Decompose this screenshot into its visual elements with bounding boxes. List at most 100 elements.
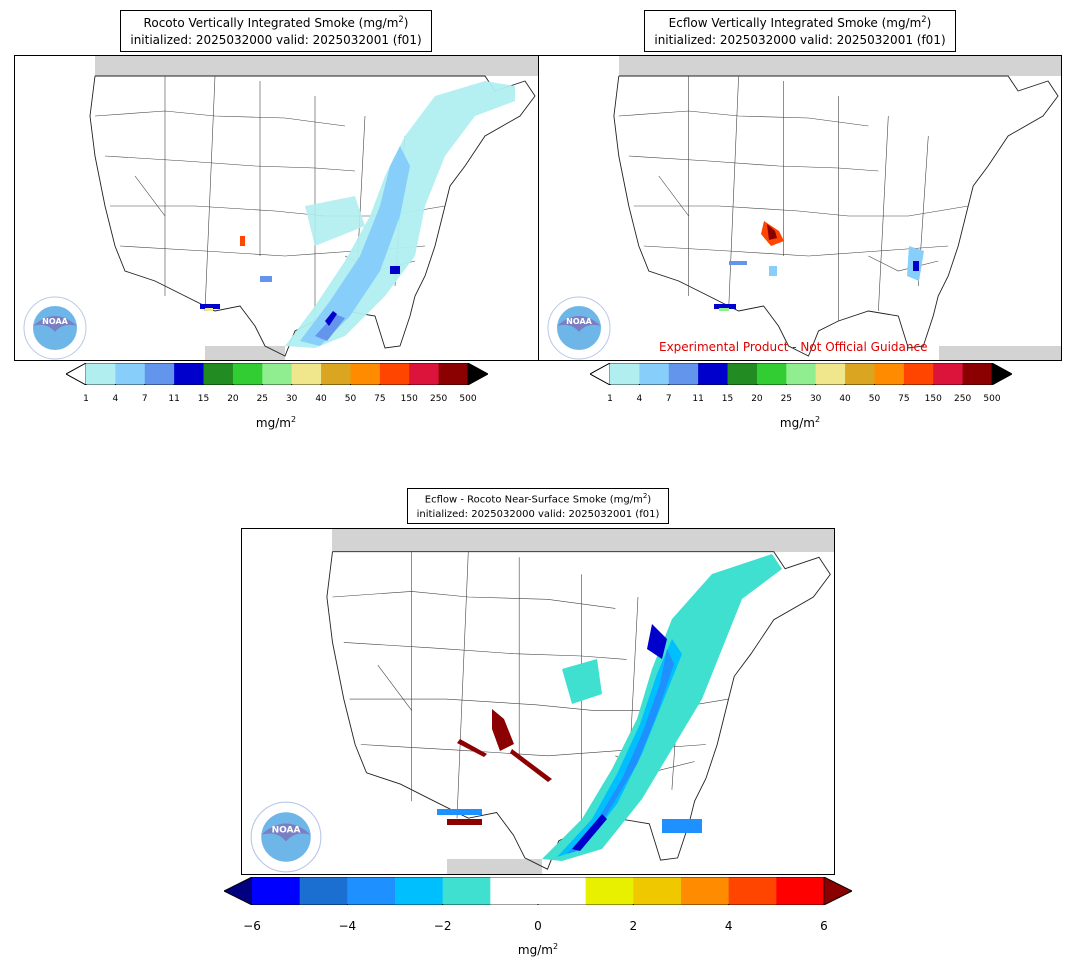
fire-spot bbox=[260, 276, 272, 282]
colorbar-swatch bbox=[321, 363, 351, 385]
ecflow-colorbar-svg bbox=[589, 362, 1013, 386]
ecflow-map: NOAA Experimental Product - Not Official… bbox=[538, 55, 1062, 361]
svg-text:NOAA: NOAA bbox=[272, 826, 301, 836]
colorbar-under-arrow bbox=[65, 362, 87, 386]
colorbar-swatch bbox=[681, 877, 730, 905]
smoke-plume-mid bbox=[300, 146, 410, 346]
colorbar-over-arrow bbox=[823, 876, 853, 906]
fire-spot bbox=[240, 236, 245, 246]
colorbar-tick-label: 4 bbox=[724, 919, 733, 933]
colorbar-swatch bbox=[610, 363, 640, 385]
colorbar-swatch bbox=[86, 363, 116, 385]
svg-text:NOAA: NOAA bbox=[42, 317, 68, 326]
difference-colorbar-ticks: −6 −4 −2 0 2 4 6 bbox=[224, 919, 852, 935]
diff-patch bbox=[662, 819, 702, 833]
fire-cluster bbox=[492, 709, 514, 751]
colorbar-swatch bbox=[144, 363, 175, 385]
ecflow-title: Ecflow Vertically Integrated Smoke (mg/m… bbox=[644, 10, 956, 52]
fire-cluster-core bbox=[767, 224, 777, 240]
smoke-core-dark bbox=[325, 311, 337, 326]
colorbar-tick-label: 11 bbox=[692, 394, 704, 404]
fire-streak bbox=[457, 739, 487, 757]
rocoto-title-line2: initialized: 2025032000 valid: 202503200… bbox=[130, 33, 422, 48]
state-border bbox=[658, 175, 689, 217]
colorbar-swatch bbox=[786, 363, 817, 385]
diff-plume-mid bbox=[557, 639, 682, 857]
state-border bbox=[633, 205, 969, 217]
us-outline bbox=[613, 75, 1059, 357]
colorbar-tick-label: −2 bbox=[433, 919, 452, 933]
difference-colorbar-unit: mg/m2 bbox=[517, 942, 559, 957]
colorbar-tick-label: 4 bbox=[636, 394, 643, 404]
diff-plume-core bbox=[572, 814, 607, 851]
state-border bbox=[204, 75, 216, 312]
rocoto-map: NOAA bbox=[14, 55, 539, 361]
rocoto-title: Rocoto Vertically Integrated Smoke (mg/m… bbox=[120, 10, 432, 52]
colorbar-swatch bbox=[174, 363, 205, 385]
difference-colorbar bbox=[223, 876, 853, 906]
colorbar-tick-label: 0 bbox=[534, 919, 542, 933]
rocoto-colorbar-ticks: 1 4 7 11 15 20 25 30 40 50 75 150 250 500 bbox=[66, 394, 488, 408]
svg-text:NOAA: NOAA bbox=[566, 317, 592, 326]
colorbar-swatch bbox=[442, 877, 491, 905]
colorbar-tick-label: 1 bbox=[607, 394, 613, 404]
canada-unmapped bbox=[619, 56, 1061, 76]
colorbar-tick-label: 25 bbox=[256, 394, 269, 404]
colorbar-tick-label: 20 bbox=[227, 394, 239, 404]
colorbar-swatch bbox=[698, 363, 729, 385]
colorbar-swatch bbox=[252, 877, 301, 905]
colorbar-swatch bbox=[728, 877, 777, 905]
colorbar-tick-label: 25 bbox=[780, 394, 793, 404]
colorbar-under-arrow bbox=[589, 362, 611, 386]
colorbar-swatch bbox=[291, 363, 322, 385]
difference-colorbar-svg bbox=[223, 876, 853, 906]
colorbar-swatch bbox=[299, 877, 348, 905]
colorbar-swatch bbox=[538, 877, 587, 905]
ecflow-map-canvas bbox=[613, 56, 1061, 360]
state-border bbox=[618, 110, 869, 127]
colorbar-tick-label: 7 bbox=[141, 394, 148, 404]
colorbar-tick-label: 15 bbox=[721, 394, 734, 404]
rocoto-title-line1: Rocoto Vertically Integrated Smoke (mg/m bbox=[143, 16, 399, 30]
rocoto-colorbar bbox=[65, 362, 489, 386]
colorbar-tick-label: 50 bbox=[868, 394, 881, 404]
colorbar-tick-label: 4 bbox=[112, 394, 119, 404]
colorbar-swatch bbox=[438, 363, 469, 385]
colorbar-under-arrow bbox=[223, 876, 253, 906]
colorbar-swatch bbox=[232, 363, 263, 385]
fire-spot bbox=[447, 819, 482, 825]
state-border bbox=[134, 175, 166, 217]
colorbar-swatch bbox=[903, 363, 934, 385]
colorbar-tick-label: 7 bbox=[665, 394, 672, 404]
colorbar-swatch bbox=[395, 877, 444, 905]
colorbar-tick-label: 20 bbox=[751, 394, 763, 404]
colorbar-over-arrow bbox=[991, 362, 1013, 386]
fire-spot bbox=[390, 266, 400, 274]
colorbar-tick-label: 30 bbox=[285, 394, 298, 404]
colorbar-tick-label: 40 bbox=[315, 394, 327, 404]
smoke-midwest bbox=[305, 196, 365, 246]
colorbar-swatch bbox=[347, 877, 396, 905]
state-border bbox=[332, 591, 616, 609]
ecflow-colorbar-unit: mg/m2 bbox=[779, 415, 821, 430]
colorbar-tick-label: 2 bbox=[629, 919, 638, 933]
difference-title-line1: Ecflow - Rocoto Near-Surface Smoke (mg/m bbox=[424, 494, 643, 506]
colorbar-tick-label: −4 bbox=[338, 919, 357, 933]
colorbar-swatch bbox=[262, 363, 293, 385]
canada-unmapped bbox=[95, 56, 538, 76]
smoke-core bbox=[315, 314, 345, 341]
colorbar-swatch bbox=[639, 363, 670, 385]
colorbar-tick-label: 1 bbox=[83, 394, 89, 404]
colorbar-swatch bbox=[115, 363, 146, 385]
state-border bbox=[377, 664, 412, 711]
state-border bbox=[94, 110, 346, 127]
mexico-unmapped bbox=[939, 346, 1061, 360]
state-border bbox=[104, 155, 356, 172]
rocoto-colorbar-svg bbox=[65, 362, 489, 386]
rocoto-map-canvas bbox=[89, 56, 538, 360]
rocoto-colorbar-unit: mg/m2 bbox=[255, 415, 297, 430]
canada-unmapped bbox=[332, 529, 834, 552]
colorbar-tick-label: 30 bbox=[809, 394, 822, 404]
colorbar-tick-label: −6 bbox=[243, 919, 261, 933]
ecflow-colorbar-ticks: 1 4 7 11 15 20 25 30 40 50 75 150 250 500 bbox=[590, 394, 1012, 408]
